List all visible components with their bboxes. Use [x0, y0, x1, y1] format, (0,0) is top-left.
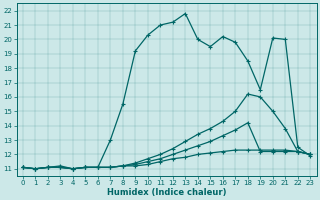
X-axis label: Humidex (Indice chaleur): Humidex (Indice chaleur) — [107, 188, 226, 197]
